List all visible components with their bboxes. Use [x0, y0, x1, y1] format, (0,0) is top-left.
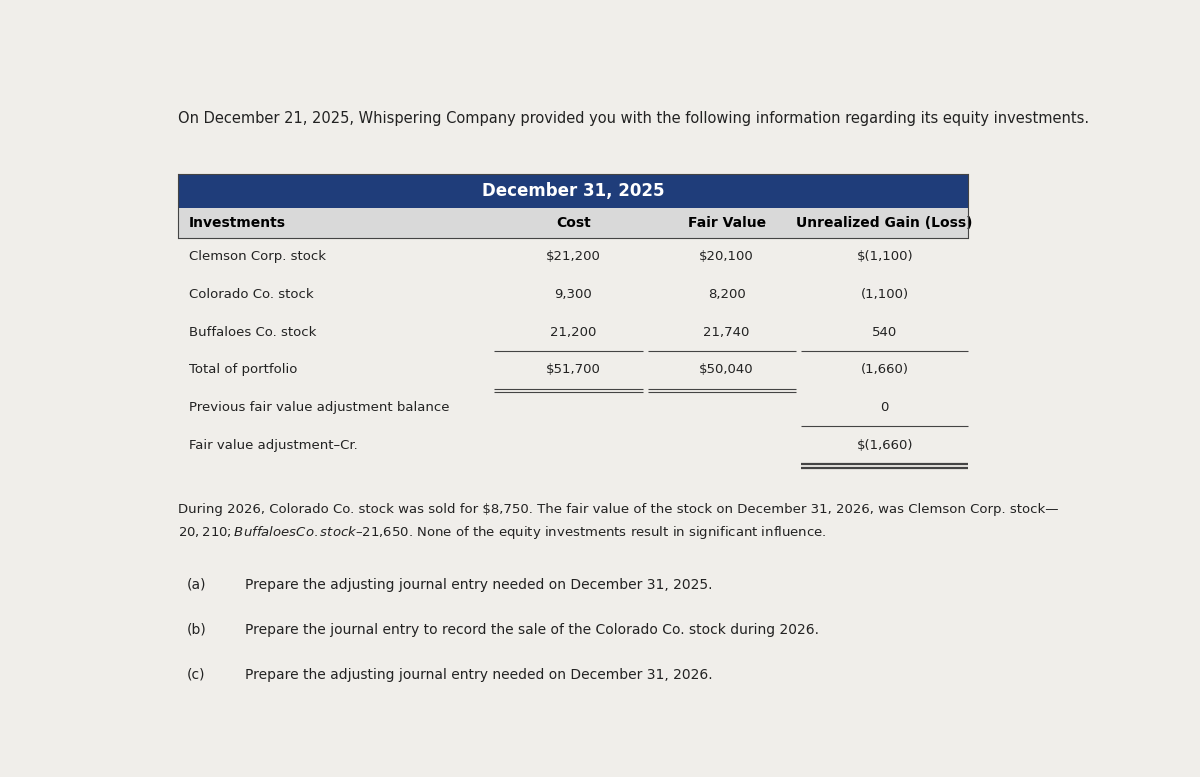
Text: Unrealized Gain (Loss): Unrealized Gain (Loss) [797, 216, 973, 230]
Text: 9,300: 9,300 [554, 288, 592, 301]
Text: During 2026, Colorado Co. stock was sold for $8,750. The fair value of the stock: During 2026, Colorado Co. stock was sold… [178, 503, 1058, 542]
FancyBboxPatch shape [178, 174, 968, 208]
Text: On December 21, 2025, Whispering Company provided you with the following informa: On December 21, 2025, Whispering Company… [178, 111, 1090, 126]
Text: Prepare the journal entry to record the sale of the Colorado Co. stock during 20: Prepare the journal entry to record the … [245, 622, 818, 636]
Text: Clemson Corp. stock: Clemson Corp. stock [190, 250, 326, 263]
Text: Buffaloes Co. stock: Buffaloes Co. stock [190, 326, 317, 339]
Text: (1,660): (1,660) [860, 364, 908, 376]
Text: Investments: Investments [190, 216, 286, 230]
Text: (a): (a) [187, 578, 206, 592]
Text: $51,700: $51,700 [546, 364, 600, 376]
Text: 540: 540 [872, 326, 898, 339]
Text: December 31, 2025: December 31, 2025 [482, 182, 665, 200]
Text: 0: 0 [881, 401, 889, 414]
Text: $20,100: $20,100 [700, 250, 754, 263]
Text: Fair value adjustment–Cr.: Fair value adjustment–Cr. [190, 439, 358, 452]
Text: Fair Value: Fair Value [688, 216, 766, 230]
Text: 21,740: 21,740 [703, 326, 750, 339]
Text: Previous fair value adjustment balance: Previous fair value adjustment balance [190, 401, 450, 414]
Text: (c): (c) [187, 667, 205, 681]
Text: Total of portfolio: Total of portfolio [190, 364, 298, 376]
Text: 21,200: 21,200 [550, 326, 596, 339]
FancyBboxPatch shape [178, 208, 968, 238]
Text: 8,200: 8,200 [708, 288, 745, 301]
Text: $(1,660): $(1,660) [857, 439, 913, 452]
Text: Prepare the adjusting journal entry needed on December 31, 2026.: Prepare the adjusting journal entry need… [245, 667, 713, 681]
Text: (b): (b) [187, 622, 206, 636]
Text: (1,100): (1,100) [860, 288, 908, 301]
Text: $(1,100): $(1,100) [857, 250, 913, 263]
Text: Colorado Co. stock: Colorado Co. stock [190, 288, 313, 301]
Text: Prepare the adjusting journal entry needed on December 31, 2025.: Prepare the adjusting journal entry need… [245, 578, 713, 592]
Text: Cost: Cost [556, 216, 590, 230]
Text: $21,200: $21,200 [546, 250, 600, 263]
Text: $50,040: $50,040 [700, 364, 754, 376]
